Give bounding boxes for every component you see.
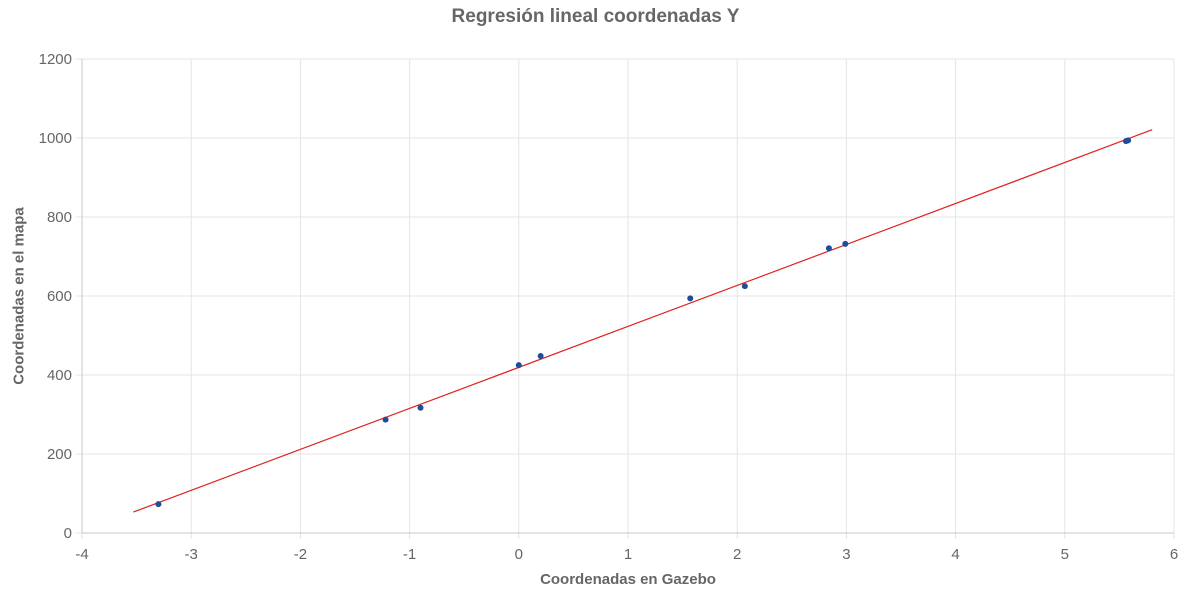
chart-title: Regresión lineal coordenadas Y (451, 6, 740, 27)
y-tick-label: 1000 (39, 130, 72, 147)
x-tick-label: 0 (515, 546, 523, 563)
x-tick-label: 2 (733, 546, 741, 563)
regression-line (133, 129, 1153, 513)
series-layer (133, 129, 1153, 513)
data-point (825, 245, 832, 252)
data-point (741, 283, 748, 290)
y-tick-label: 1200 (39, 51, 72, 68)
x-tick-label: 6 (1170, 546, 1178, 563)
x-tick-label: 1 (624, 546, 632, 563)
grid-lines (76, 58, 1175, 539)
data-point (515, 362, 522, 369)
x-tick-label: 3 (842, 546, 850, 563)
data-point (382, 416, 389, 423)
x-tick-label: -1 (403, 546, 416, 563)
tick-labels: -4 -3 -2 -1 0 1 2 3 4 5 6 0 200 400 600 800 1000 1200 (39, 51, 1179, 563)
x-tick-label: 4 (951, 546, 959, 563)
y-tick-label: 0 (64, 525, 72, 542)
x-axis-title: Coordenadas en Gazebo (540, 571, 716, 588)
x-tick-label: -4 (75, 546, 88, 563)
y-tick-label: 200 (47, 446, 72, 463)
x-tick-label: -2 (294, 546, 307, 563)
y-tick-label: 400 (47, 367, 72, 384)
x-tick-label: 5 (1061, 546, 1069, 563)
data-point (417, 404, 424, 411)
data-point (537, 353, 544, 360)
data-point (1125, 137, 1132, 144)
axes (81, 59, 1174, 534)
y-axis-title: Coordenadas en el mapa (10, 207, 28, 385)
x-tick-label: -3 (185, 546, 198, 563)
data-point (687, 295, 694, 302)
data-point (155, 501, 162, 508)
y-tick-label: 600 (47, 288, 72, 305)
data-point (842, 240, 849, 247)
y-tick-label: 800 (47, 209, 72, 226)
